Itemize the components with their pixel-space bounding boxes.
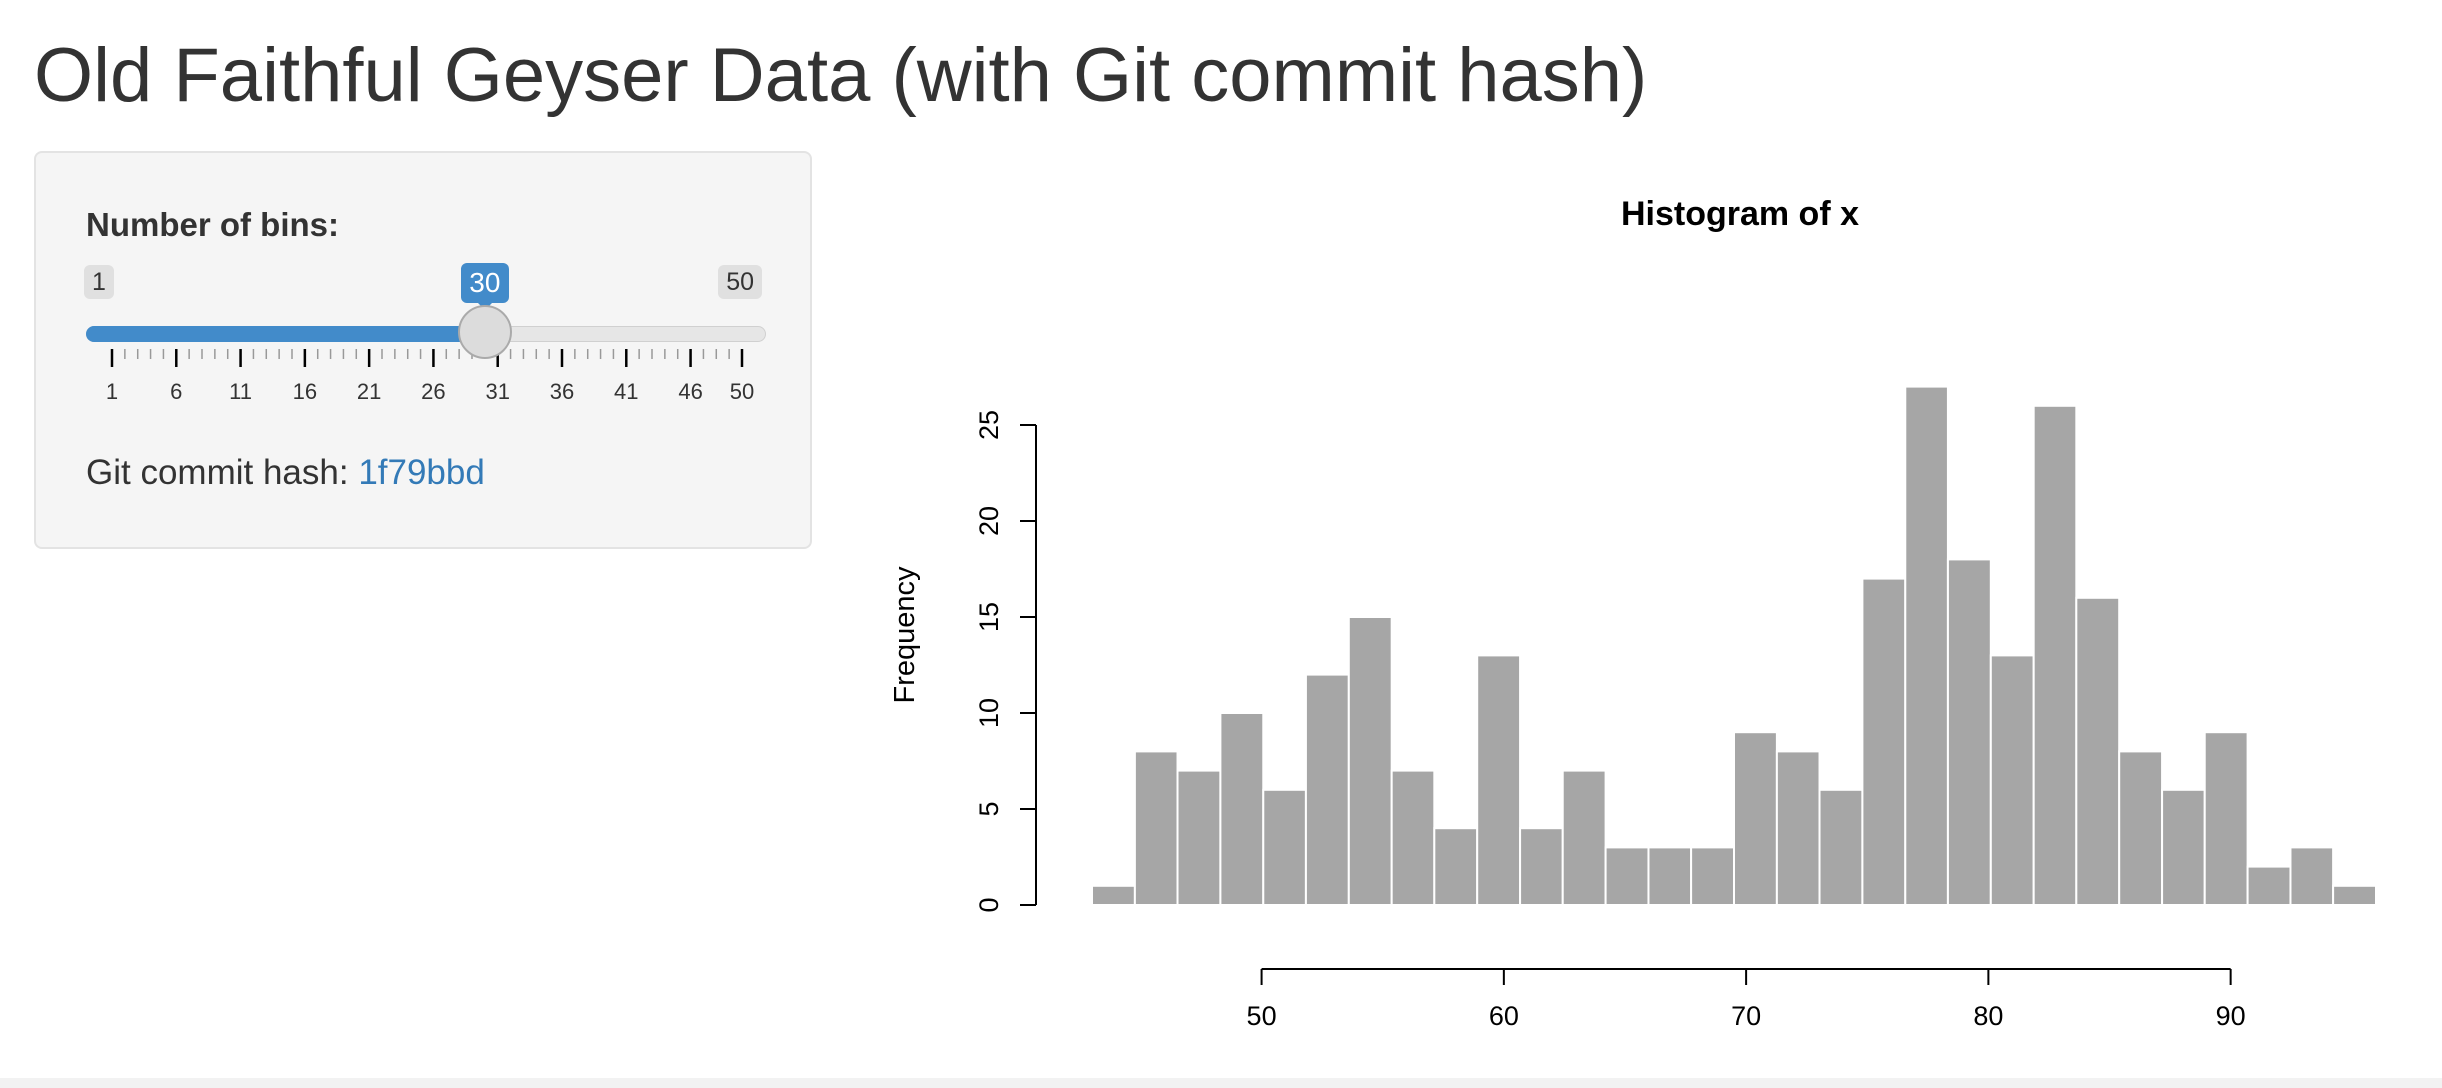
x-axis-tick-label: 90 [2216, 1001, 2246, 1031]
histogram-bar [2246, 865, 2292, 906]
histogram-bars [1091, 385, 2378, 907]
slider-tick-label: 50 [730, 379, 754, 404]
bins-slider-label: Number of bins: [86, 206, 339, 243]
x-axis: 50 60 70 80 90 [1247, 968, 2246, 1031]
histogram-chart: Histogram of x Frequency 0 5 10 15 20 25 50 60… [880, 180, 2442, 1088]
histogram-bar [2332, 884, 2378, 906]
y-axis: 0 5 10 15 20 25 [974, 410, 1037, 913]
x-axis-tick-label: 50 [1247, 1001, 1277, 1031]
histogram-bar [1133, 750, 1179, 907]
histogram-bar [1176, 769, 1222, 906]
histogram-bar [2118, 750, 2164, 907]
histogram-bar [1476, 654, 1522, 906]
histogram-bar [2161, 788, 2206, 906]
slider-tick-label: 46 [678, 379, 702, 404]
slider-tick-grid: 1 6 11 16 21 26 31 36 41 46 50 [106, 349, 754, 404]
x-axis-tick-label: 60 [1489, 1001, 1519, 1031]
y-axis-tick-label: 10 [974, 698, 1004, 728]
chart-y-axis-label: Frequency [889, 566, 921, 704]
page-bottom-strip [0, 1078, 2442, 1088]
histogram-bar [1733, 731, 1778, 907]
histogram-bar [2203, 731, 2249, 907]
histogram-bar [1904, 385, 1949, 907]
histogram-bar [1561, 769, 1607, 906]
page-title: Old Faithful Geyser Data (with Git commi… [34, 33, 1648, 118]
x-axis-tick-label: 80 [1973, 1001, 2003, 1031]
x-axis-tick-label: 70 [1731, 1001, 1761, 1031]
slider-tick-label: 6 [170, 379, 182, 404]
sidebar-panel: Number of bins: 1 50 30 1 6 11 16 21 26 31 36 41… [34, 151, 812, 549]
y-axis-tick-label: 0 [974, 897, 1004, 912]
slider-tick-label: 11 [229, 379, 252, 404]
slider-tick-label: 16 [293, 379, 317, 404]
histogram-bar [1647, 846, 1693, 907]
histogram-bar [1818, 788, 1864, 906]
histogram-bar [1604, 846, 1650, 907]
git-commit-label: Git commit hash: [86, 453, 349, 492]
slider-tick-label: 21 [357, 379, 381, 404]
slider-tick-label: 36 [550, 379, 574, 404]
histogram-bar [1262, 788, 1307, 906]
slider-tick-label: 31 [485, 379, 509, 404]
y-axis-tick-label: 5 [974, 801, 1004, 816]
histogram-bar [2075, 596, 2121, 906]
chart-title: Histogram of x [1621, 195, 1859, 233]
histogram-bar [1390, 769, 1436, 906]
slider-tick-label: 26 [421, 379, 445, 404]
bins-slider-fill [86, 326, 485, 342]
slider-value-badge: 30 [460, 263, 509, 310]
histogram-bar [1946, 558, 1992, 906]
histogram-bar [1690, 846, 1736, 907]
histogram-bar [1861, 577, 1907, 906]
histogram-plot: Histogram of x Frequency 0 5 10 15 20 25 50 60… [889, 195, 2378, 1031]
histogram-bar [1347, 616, 1393, 906]
histogram-bar [1519, 827, 1564, 907]
histogram-bar [1219, 712, 1265, 906]
bins-slider-handle[interactable] [457, 305, 512, 359]
histogram-bar [1775, 750, 1821, 907]
y-axis-tick-label: 15 [974, 602, 1004, 632]
git-commit-hash-link[interactable]: 1f79bbd [358, 453, 485, 492]
y-axis-tick-label: 20 [974, 506, 1004, 536]
histogram-bar [2289, 846, 2335, 907]
histogram-bar [1989, 654, 2035, 906]
slider-tick-label: 1 [106, 379, 118, 404]
y-axis-tick-label: 25 [974, 410, 1004, 440]
histogram-bar [1304, 673, 1350, 906]
slider-min-badge: 1 [84, 265, 114, 299]
histogram-bar [1091, 884, 1136, 906]
slider-max-badge: 50 [718, 265, 762, 299]
histogram-bar [1433, 827, 1479, 907]
slider-tick-label: 41 [614, 379, 638, 404]
git-commit-line: Git commit hash: 1f79bbd [86, 453, 485, 493]
histogram-bar [2032, 404, 2078, 907]
